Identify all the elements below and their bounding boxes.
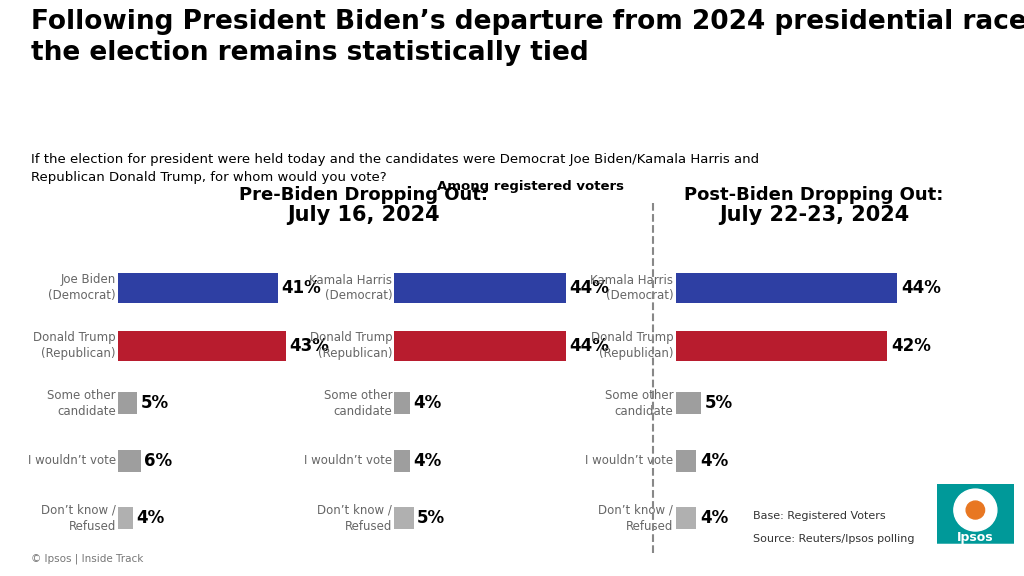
Text: I wouldn’t vote: I wouldn’t vote [585, 454, 674, 467]
Text: Kamala Harris
(Democrat): Kamala Harris (Democrat) [590, 274, 674, 302]
Text: Following President Biden’s departure from 2024 presidential race,
the election : Following President Biden’s departure fr… [31, 9, 1024, 66]
Text: Don’t know /
Refused: Don’t know / Refused [41, 504, 116, 533]
Text: July 22-23, 2024: July 22-23, 2024 [719, 204, 909, 225]
Text: 5%: 5% [705, 394, 733, 412]
Text: 43%: 43% [289, 336, 329, 355]
Text: July 16, 2024: July 16, 2024 [287, 204, 440, 225]
Text: Donald Trump
(Republican): Donald Trump (Republican) [33, 331, 116, 360]
Text: Pre-Biden Dropping Out:: Pre-Biden Dropping Out: [239, 187, 488, 204]
Text: Don’t know /
Refused: Don’t know / Refused [317, 504, 392, 533]
Text: Source: Reuters/Ipsos polling: Source: Reuters/Ipsos polling [753, 535, 914, 544]
Text: Some other
candidate: Some other candidate [324, 389, 392, 418]
Text: Among registered voters: Among registered voters [437, 180, 625, 193]
Text: Don’t know /
Refused: Don’t know / Refused [598, 504, 674, 533]
Text: 44%: 44% [569, 279, 609, 297]
Bar [118, 507, 133, 529]
Text: 4%: 4% [413, 394, 441, 412]
Bar [676, 331, 887, 361]
Text: I wouldn’t vote: I wouldn’t vote [28, 454, 116, 467]
Bar [394, 507, 414, 529]
Text: 5%: 5% [417, 509, 445, 528]
Bar [394, 450, 410, 472]
Text: Donald Trump
(Republican): Donald Trump (Republican) [591, 331, 674, 360]
Text: 42%: 42% [891, 336, 931, 355]
Bar [118, 331, 286, 361]
Bar [676, 273, 897, 303]
Text: Base: Registered Voters: Base: Registered Voters [753, 511, 886, 521]
Text: 44%: 44% [569, 336, 609, 355]
Text: 4%: 4% [700, 452, 728, 470]
Text: 4%: 4% [700, 509, 728, 528]
Bar [676, 507, 696, 529]
Text: Kamala Harris
(Democrat): Kamala Harris (Democrat) [309, 274, 392, 302]
Bar [676, 392, 701, 414]
Bar [118, 392, 137, 414]
Text: Some other
candidate: Some other candidate [605, 389, 674, 418]
Bar [676, 450, 696, 472]
Text: Ipsos: Ipsos [957, 531, 993, 544]
Text: 44%: 44% [901, 279, 941, 297]
Circle shape [967, 501, 985, 519]
Text: 4%: 4% [413, 452, 441, 470]
Text: 5%: 5% [140, 394, 169, 412]
FancyBboxPatch shape [933, 480, 1018, 544]
Bar [394, 273, 566, 303]
Bar [394, 331, 566, 361]
Bar [118, 273, 279, 303]
Text: Donald Trump
(Republican): Donald Trump (Republican) [309, 331, 392, 360]
Text: If the election for president were held today and the candidates were Democrat J: If the election for president were held … [31, 153, 759, 184]
Text: Post-Biden Dropping Out:: Post-Biden Dropping Out: [684, 187, 944, 204]
Text: Joe Biden
(Democrat): Joe Biden (Democrat) [48, 274, 116, 302]
Text: 41%: 41% [282, 279, 321, 297]
Circle shape [953, 489, 997, 531]
Text: Some other
candidate: Some other candidate [47, 389, 116, 418]
Bar [394, 392, 410, 414]
Text: 6%: 6% [144, 452, 172, 470]
Text: © Ipsos | Inside Track: © Ipsos | Inside Track [31, 554, 143, 564]
Text: 4%: 4% [136, 509, 165, 528]
Bar [118, 450, 141, 472]
Text: I wouldn’t vote: I wouldn’t vote [304, 454, 392, 467]
